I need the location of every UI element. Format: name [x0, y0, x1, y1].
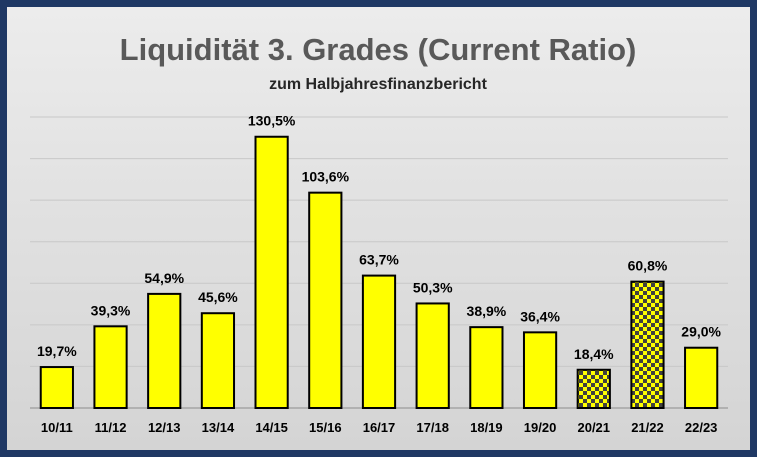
bar-22-23: [684, 346, 719, 410]
data-label: 38,9%: [467, 303, 507, 319]
bar-17-18: [415, 302, 450, 409]
bar-20-21: [576, 368, 611, 409]
x-tick-label: 15/16: [309, 420, 342, 435]
bar-18-19: [469, 326, 504, 410]
bar-12-13: [147, 292, 182, 409]
bar-19-20: [522, 331, 558, 409]
chart-subtitle: zum Halbjahresfinanzbericht: [269, 76, 487, 93]
x-tick-label: 20/21: [577, 420, 610, 435]
bar-15-16: [308, 191, 343, 409]
bars: [39, 135, 719, 410]
chart-title: Liquidität 3. Grades (Current Ratio): [120, 32, 637, 67]
data-label: 60,8%: [628, 258, 668, 274]
bar-14-15: [254, 135, 289, 409]
x-tick-labels: 10/11 11/12 12/13 13/14 14/15 15/16 16/17 17/18…: [41, 420, 717, 435]
data-label: 19,7%: [37, 343, 77, 359]
x-tick-label: 19/20: [524, 420, 557, 435]
x-tick-label: 21/22: [631, 420, 664, 435]
data-label: 39,3%: [91, 302, 131, 318]
data-label: 103,6%: [302, 169, 350, 185]
data-labels: 19,7% 39,3% 54,9% 45,6% 130,5% 103,6% 63,7% 50,…: [37, 113, 722, 362]
bar-21-22: [630, 280, 665, 410]
x-tick-label: 14/15: [255, 420, 288, 435]
data-label: 50,3%: [413, 279, 453, 295]
x-tick-label: 18/19: [470, 420, 503, 435]
data-label: 63,7%: [359, 252, 399, 268]
x-tick-label: 22/23: [685, 420, 718, 435]
data-label: 36,4%: [520, 308, 560, 324]
data-label: 18,4%: [574, 346, 614, 362]
x-tick-label: 11/12: [95, 420, 127, 435]
bar-10-11: [39, 366, 74, 410]
x-tick-label: 17/18: [416, 420, 449, 435]
x-tick-label: 10/11: [41, 420, 73, 435]
data-label: 130,5%: [248, 113, 296, 129]
chart-frame: Liquidität 3. Grades (Current Ratio) zum…: [3, 3, 754, 454]
x-tick-label: 12/13: [148, 420, 181, 435]
data-label: 29,0%: [681, 324, 721, 340]
chart: Liquidität 3. Grades (Current Ratio) zum…: [30, 32, 728, 435]
x-tick-label: 16/17: [363, 420, 396, 435]
data-label: 54,9%: [144, 270, 184, 286]
bar-13-14: [200, 312, 236, 409]
x-tick-label: 13/14: [202, 420, 235, 435]
bar-11-12: [93, 325, 128, 409]
data-label: 45,6%: [198, 289, 238, 305]
bar-16-17: [361, 274, 397, 409]
